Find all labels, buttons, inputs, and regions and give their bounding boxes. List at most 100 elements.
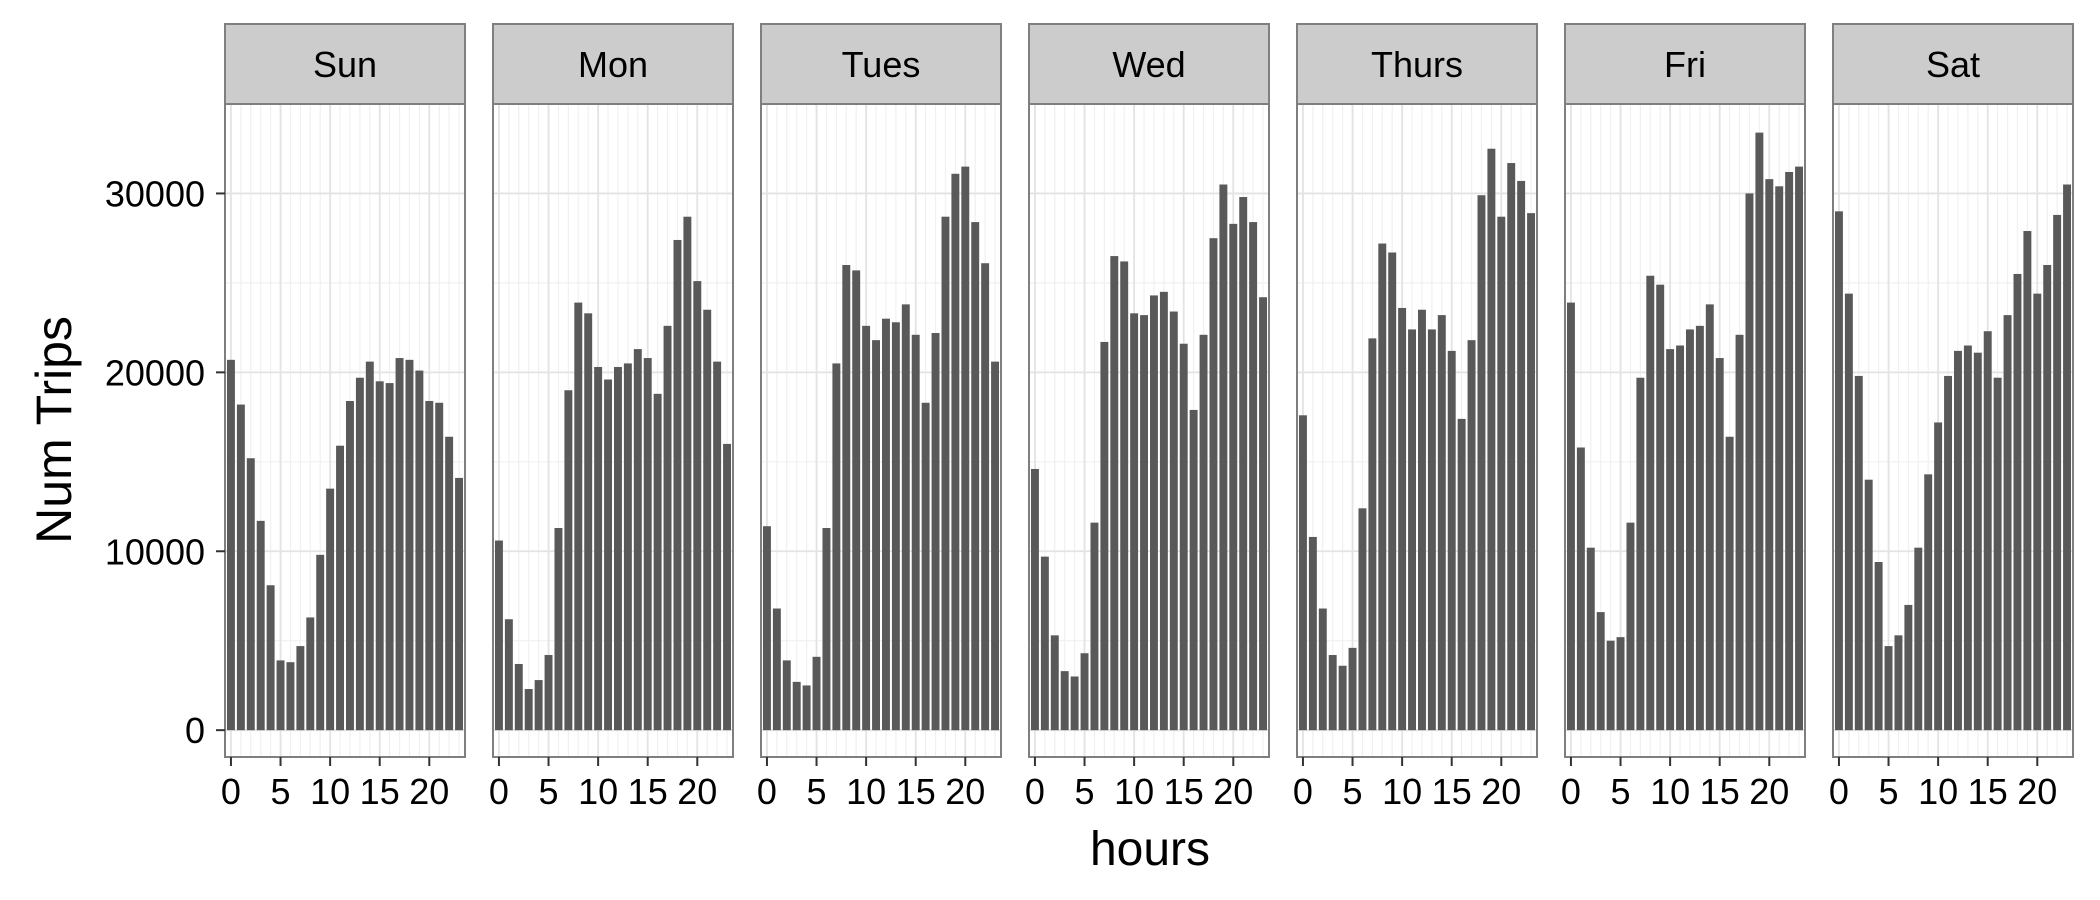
bar-mon-h3 bbox=[524, 689, 533, 731]
x-tick-label: 10 bbox=[1918, 771, 1958, 812]
bar-sun-h9 bbox=[316, 554, 325, 731]
bar-sat-h3 bbox=[1864, 479, 1873, 731]
x-tick-label: 15 bbox=[896, 771, 936, 812]
bar-thurs-h19 bbox=[1487, 148, 1496, 731]
x-tick-label: 15 bbox=[1432, 771, 1472, 812]
bar-tues-h15 bbox=[911, 334, 920, 731]
bar-wed-h3 bbox=[1060, 671, 1069, 731]
bar-thurs-h4 bbox=[1338, 665, 1347, 731]
x-tick-label: 0 bbox=[1561, 771, 1581, 812]
bar-mon-h8 bbox=[574, 302, 583, 731]
bar-fri-h14 bbox=[1705, 304, 1714, 731]
bar-tues-h0 bbox=[762, 526, 771, 731]
bar-sun-h15 bbox=[375, 381, 384, 731]
facet-strip-label: Fri bbox=[1664, 44, 1706, 85]
bar-thurs-h0 bbox=[1298, 415, 1307, 731]
bar-sat-h8 bbox=[1914, 547, 1923, 731]
bar-thurs-h22 bbox=[1517, 180, 1526, 731]
bar-thurs-h20 bbox=[1497, 216, 1506, 731]
bar-fri-h22 bbox=[1785, 171, 1794, 731]
bar-wed-h21 bbox=[1239, 197, 1248, 731]
facet-strip-label: Mon bbox=[578, 44, 648, 85]
bar-sat-h19 bbox=[2023, 231, 2032, 731]
panel-background bbox=[1297, 104, 1537, 757]
bar-fri-h2 bbox=[1586, 547, 1595, 731]
bar-sun-h20 bbox=[425, 400, 434, 731]
bar-tues-h23 bbox=[991, 361, 1000, 731]
bar-tues-h5 bbox=[812, 656, 821, 731]
bar-thurs-h14 bbox=[1437, 315, 1446, 731]
facet-strip-label: Sun bbox=[313, 44, 377, 85]
bar-sun-h8 bbox=[306, 617, 315, 731]
x-tick-label: 15 bbox=[628, 771, 668, 812]
y-tick-label: 20000 bbox=[105, 352, 205, 393]
bar-tues-h12 bbox=[881, 318, 890, 731]
facet-panel-tues: Tues 0 5 10 15 20 bbox=[757, 23, 1002, 812]
x-tick-label: 10 bbox=[1650, 771, 1690, 812]
bar-sat-h9 bbox=[1924, 474, 1933, 731]
bar-wed-h22 bbox=[1249, 222, 1258, 731]
bar-fri-h7 bbox=[1636, 377, 1645, 731]
bar-sun-h6 bbox=[286, 662, 295, 731]
bar-thurs-h7 bbox=[1368, 338, 1377, 731]
bar-tues-h11 bbox=[872, 340, 881, 731]
bar-mon-h7 bbox=[564, 390, 573, 731]
bar-wed-h0 bbox=[1030, 468, 1039, 731]
bar-sat-h10 bbox=[1934, 422, 1943, 731]
bar-tues-h19 bbox=[951, 173, 960, 731]
x-tick-label: 15 bbox=[1968, 771, 2008, 812]
bar-wed-h15 bbox=[1179, 343, 1188, 731]
bar-fri-h15 bbox=[1715, 358, 1724, 731]
bar-sat-h15 bbox=[1983, 331, 1992, 731]
bar-sun-h17 bbox=[395, 358, 404, 731]
panel-background bbox=[493, 104, 733, 757]
panel-background bbox=[1029, 104, 1269, 757]
facet-strip-label: Tues bbox=[842, 44, 921, 85]
bar-fri-h20 bbox=[1765, 179, 1774, 731]
bar-sat-h14 bbox=[1973, 352, 1982, 731]
bar-mon-h15 bbox=[643, 358, 652, 731]
bar-sun-h18 bbox=[405, 359, 414, 731]
bar-thurs-h5 bbox=[1348, 647, 1357, 731]
x-tick-label: 5 bbox=[1075, 771, 1095, 812]
facet-strip bbox=[1832, 23, 2074, 105]
bar-fri-h11 bbox=[1676, 345, 1685, 731]
bar-wed-h6 bbox=[1090, 522, 1099, 731]
bar-sat-h5 bbox=[1884, 646, 1893, 731]
bar-mon-h20 bbox=[693, 281, 702, 731]
bar-mon-h14 bbox=[633, 349, 642, 731]
x-tick-label: 20 bbox=[2017, 771, 2057, 812]
bar-mon-h0 bbox=[494, 540, 503, 731]
bar-wed-h12 bbox=[1149, 295, 1158, 731]
bar-sun-h19 bbox=[415, 370, 424, 731]
bar-fri-h4 bbox=[1606, 640, 1615, 731]
bar-fri-h23 bbox=[1795, 166, 1804, 731]
bar-sun-h5 bbox=[276, 660, 285, 731]
panel-background bbox=[761, 104, 1001, 757]
x-tick-label: 0 bbox=[1293, 771, 1313, 812]
bar-thurs-h21 bbox=[1507, 163, 1516, 731]
bar-thurs-h1 bbox=[1308, 536, 1317, 731]
bar-sun-h13 bbox=[355, 377, 364, 731]
bar-tues-h2 bbox=[782, 660, 791, 731]
x-tick-label: 15 bbox=[1164, 771, 1204, 812]
bar-mon-h5 bbox=[544, 655, 553, 731]
x-tick-label: 0 bbox=[1829, 771, 1849, 812]
bar-tues-h3 bbox=[792, 681, 801, 731]
bar-wed-h14 bbox=[1169, 311, 1178, 731]
bar-fri-h10 bbox=[1666, 349, 1675, 731]
bar-tues-h21 bbox=[971, 222, 980, 731]
facet-strip bbox=[1028, 23, 1270, 105]
facet-strip bbox=[1564, 23, 1806, 105]
y-tick-label: 30000 bbox=[105, 173, 205, 214]
bar-sat-h17 bbox=[2003, 315, 2012, 731]
bar-wed-h4 bbox=[1070, 676, 1079, 731]
bar-fri-h9 bbox=[1656, 284, 1665, 731]
bar-sat-h7 bbox=[1904, 604, 1913, 731]
x-tick-label: 20 bbox=[409, 771, 449, 812]
bar-tues-h6 bbox=[822, 528, 831, 731]
bar-sun-h12 bbox=[345, 400, 354, 731]
bar-wed-h13 bbox=[1159, 291, 1168, 731]
